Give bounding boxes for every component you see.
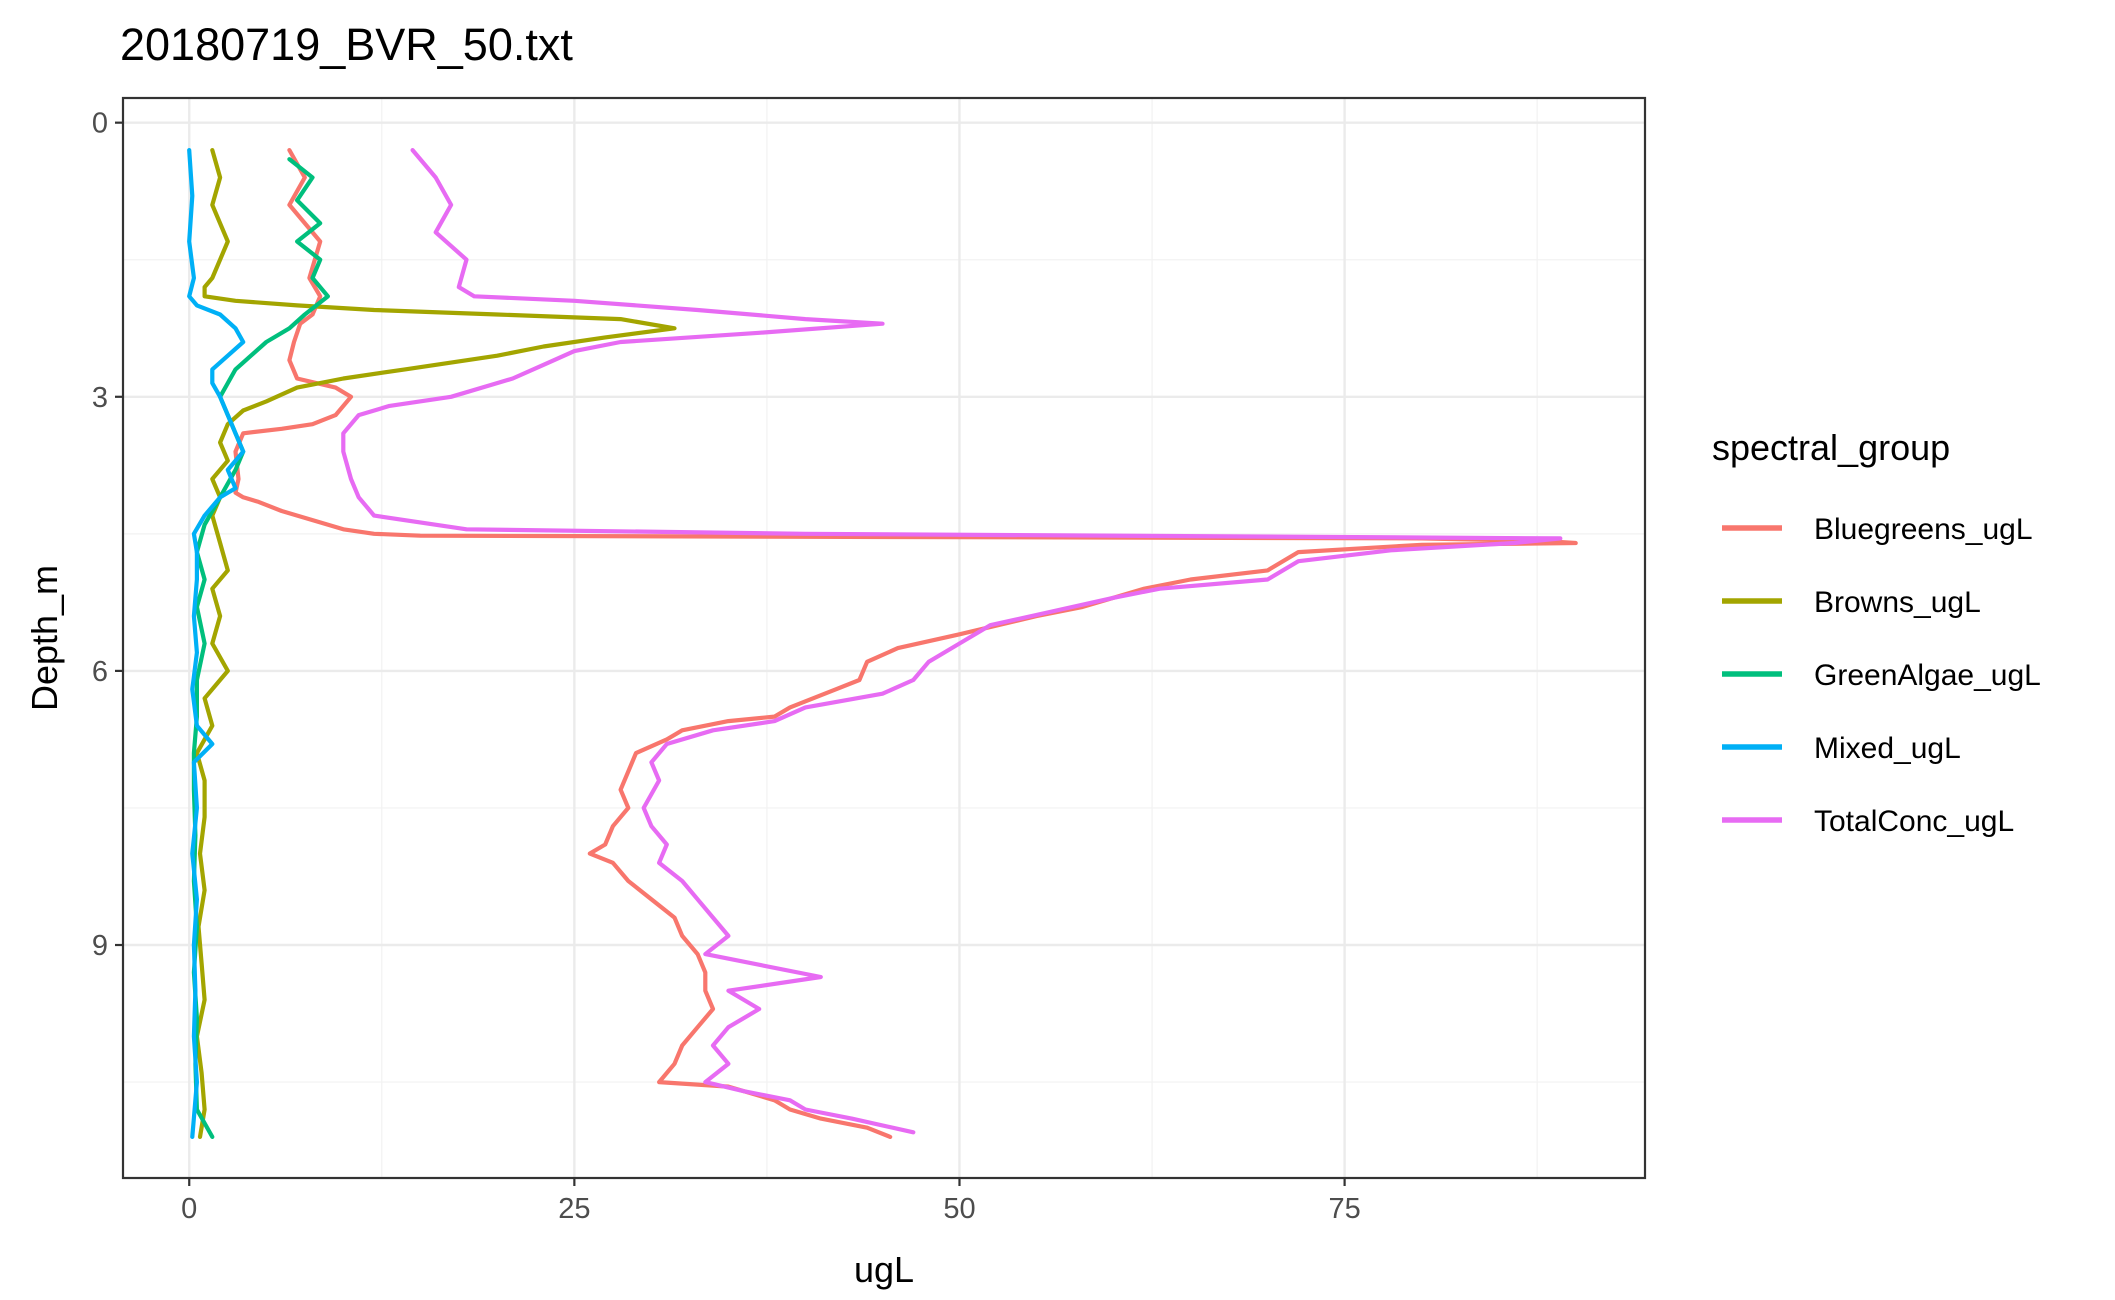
legend: spectral_group Bluegreens_ugL Browns_ugL G… bbox=[1712, 427, 2041, 838]
legend-label: Bluegreens_ugL bbox=[1814, 513, 2033, 546]
axis-ticks: 0 25 50 75 0 3 6 9 bbox=[92, 108, 1361, 1225]
legend-label: Browns_ugL bbox=[1814, 586, 1981, 619]
series-line-mixed-ugl bbox=[187, 148, 246, 1139]
grid bbox=[123, 98, 1645, 1178]
y-tick-label: 6 bbox=[92, 656, 108, 688]
y-tick-label: 0 bbox=[92, 108, 108, 140]
x-tick-label: 25 bbox=[558, 1193, 590, 1225]
legend-item: GreenAlgae_ugL bbox=[1722, 659, 2041, 692]
y-tick-label: 3 bbox=[92, 382, 108, 414]
y-tick-label: 9 bbox=[92, 930, 108, 962]
legend-item: TotalConc_ugL bbox=[1722, 805, 2014, 838]
legend-item: Bluegreens_ugL bbox=[1722, 513, 2033, 546]
x-axis-title: ugL bbox=[854, 1249, 914, 1290]
legend-label: TotalConc_ugL bbox=[1814, 805, 2014, 838]
legend-title: spectral_group bbox=[1712, 427, 1950, 468]
series-line-totalconc-ugl bbox=[341, 148, 1563, 1135]
x-tick-label: 50 bbox=[943, 1193, 975, 1225]
series-lines bbox=[187, 148, 1578, 1139]
legend-item: Mixed_ugL bbox=[1722, 732, 1961, 765]
chart-title: 20180719_BVR_50.txt bbox=[120, 19, 573, 70]
y-axis-title: Depth_m bbox=[24, 565, 65, 711]
legend-label: GreenAlgae_ugL bbox=[1814, 659, 2041, 692]
series-line-browns-ugl bbox=[194, 148, 677, 1139]
plot-panel bbox=[123, 98, 1645, 1178]
legend-label: Mixed_ugL bbox=[1814, 732, 1961, 765]
x-tick-label: 0 bbox=[181, 1193, 197, 1225]
plot-panel-border bbox=[121, 96, 1647, 1180]
x-tick-label: 75 bbox=[1328, 1193, 1360, 1225]
legend-item: Browns_ugL bbox=[1722, 586, 1981, 619]
